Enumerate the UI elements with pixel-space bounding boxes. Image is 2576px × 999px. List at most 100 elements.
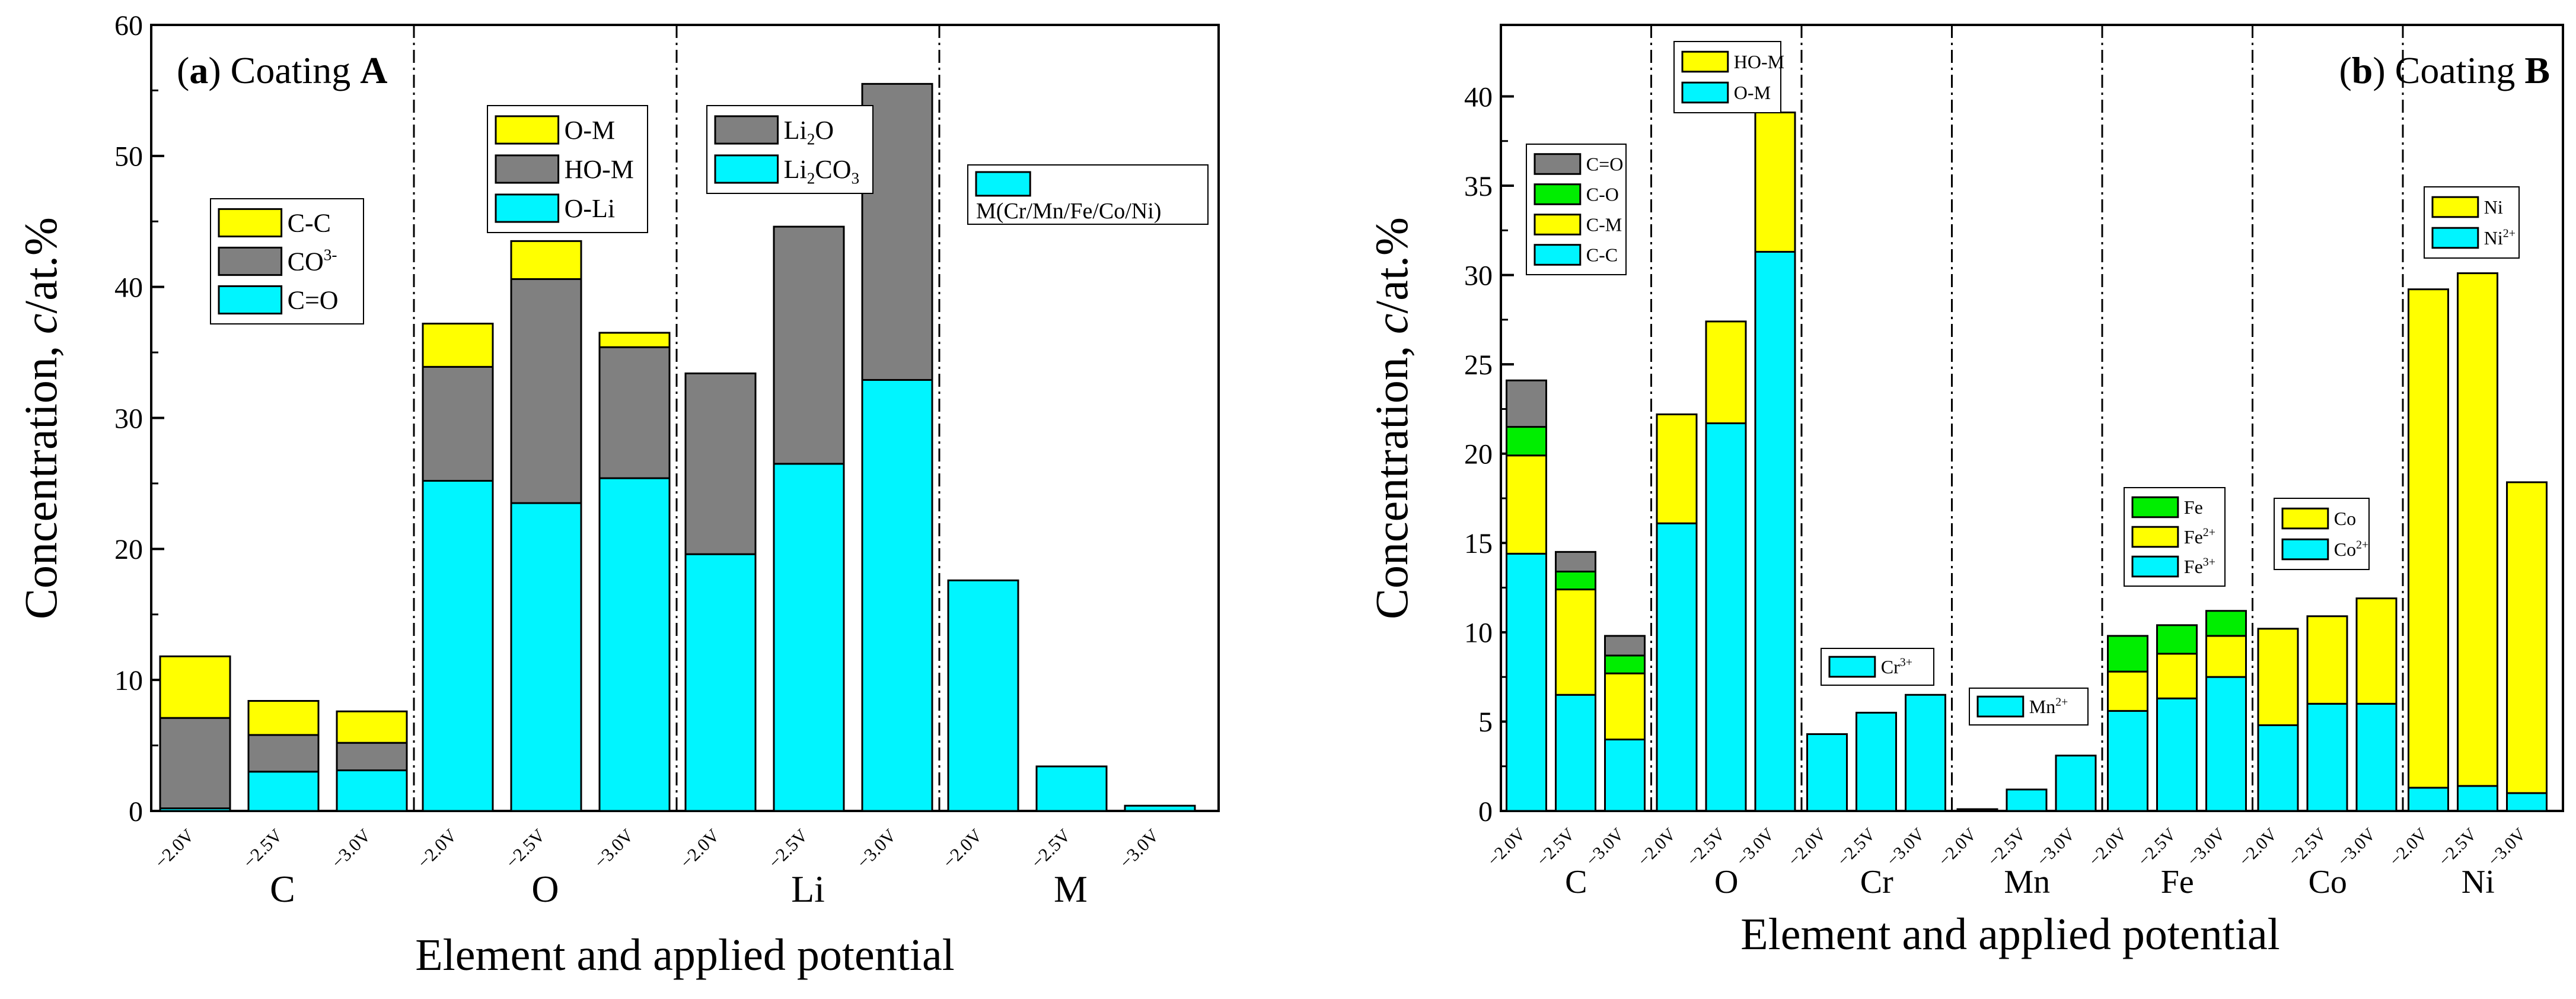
x-tick-label: −2.0V xyxy=(939,825,987,873)
legend-b-5: Co Co2+​ xyxy=(2274,498,2370,570)
category-label-co: Co xyxy=(2309,864,2347,901)
x-tick-label: −3.0V xyxy=(1115,825,1163,873)
y-tick-label: 40 xyxy=(114,272,143,303)
legend-label-c-c: C-C xyxy=(288,208,331,237)
legend-label-c-o: C=O xyxy=(1586,153,1624,174)
bar-b-o-1-ho-m xyxy=(1705,320,1747,425)
bar-b-cr-1-cr3 xyxy=(1856,711,1897,812)
x-tick-label: −2.5V xyxy=(239,825,287,873)
x-tick-label: −3.0V xyxy=(590,825,638,873)
panel-a-xlabel: Element and applied potential xyxy=(415,930,955,980)
bar-b-c-2-c-o xyxy=(1604,654,1646,675)
bar-b-c-1-c-m xyxy=(1555,588,1596,696)
bar-a-o-1-o-li xyxy=(510,502,582,812)
panel-a-ylabel: Concentration, c/at.% xyxy=(15,217,66,619)
x-tick-label: −2.0V xyxy=(2235,824,2281,870)
legend-label-mn2: Mn2+​ xyxy=(2029,696,2068,717)
y-tick-label: 50 xyxy=(114,141,143,173)
bar-b-c-2-c-o xyxy=(1604,635,1646,657)
x-tick-label: −2.0V xyxy=(151,825,199,873)
bar-a-c-1-c-c xyxy=(247,700,320,736)
bar-a-c-0-c-c xyxy=(159,655,231,719)
legend-label-m-cr-mn-fe-co-ni: M(Cr/Mn/Fe/Co/Ni) xyxy=(976,199,1161,224)
legend-swatch-ni xyxy=(2431,196,2479,218)
bar-b-co-2-co xyxy=(2355,597,2398,705)
bar-b-fe-1-fe2 xyxy=(2156,653,2198,699)
bar-a-li-1-li2o xyxy=(773,225,845,465)
bar-b-cr-2-cr3 xyxy=(1905,693,1946,812)
legend-swatch-fe2 xyxy=(2131,526,2179,548)
legend-b-2: Cr3+​ xyxy=(1821,648,1934,686)
y-tick-label: 25 xyxy=(1464,349,1493,381)
bar-b-c-1-c-o xyxy=(1555,570,1596,591)
legend-label-co2: Co2+​ xyxy=(2334,539,2368,560)
bar-b-fe-2-fe xyxy=(2205,610,2247,637)
legend-label-ni2: Ni2+​ xyxy=(2484,227,2516,249)
bar-b-c-0-c-m xyxy=(1506,454,1547,555)
bar-b-co-0-co2 xyxy=(2257,724,2299,812)
panel-b-xlabel: Element and applied potential xyxy=(1740,909,2280,959)
legend-label-li2o: Li2​O xyxy=(784,116,834,148)
bar-b-c-2-c-c xyxy=(1604,739,1646,812)
bar-a-m-1-m-cr-mn-fe-co-ni xyxy=(1035,765,1108,812)
bar-a-li-1-li2co3 xyxy=(773,463,845,812)
bar-b-mn-1-mn2 xyxy=(2006,788,2048,812)
legend-label-li2co3: Li2​CO3​ xyxy=(784,155,860,187)
bar-b-fe-0-fe2 xyxy=(2107,670,2148,712)
bar-b-mn-2-mn2 xyxy=(2055,755,2097,812)
bar-b-ni-2-ni2 xyxy=(2506,792,2548,812)
bar-b-fe-2-fe3 xyxy=(2205,676,2247,812)
legend-b-1: HO-M O-M xyxy=(1673,41,1784,113)
x-tick-label: −2.0V xyxy=(2085,824,2131,870)
legend-a-3: M(Cr/Mn/Fe/Co/Ni) xyxy=(967,164,1209,225)
legend-swatch-co2 xyxy=(2281,538,2329,561)
bar-b-ni-2-ni xyxy=(2506,481,2548,794)
x-tick-label: −3.0V xyxy=(327,825,375,873)
bar-b-ni-0-ni2 xyxy=(2408,787,2449,812)
legend-label-c-o: C=O xyxy=(288,285,339,314)
y-tick-label: 5 xyxy=(1478,707,1493,738)
bar-b-c-1-c-o xyxy=(1555,551,1596,572)
legend-swatch-c-c xyxy=(218,208,283,238)
bar-b-ni-1-ni2 xyxy=(2457,785,2498,812)
x-tick-label: −2.0V xyxy=(1484,824,1529,870)
legend-b-3: Mn2+​ xyxy=(1969,688,2089,726)
bar-b-o-0-ho-m xyxy=(1656,413,1698,524)
y-tick-label: 15 xyxy=(1464,528,1493,559)
y-tick-label: 30 xyxy=(1464,260,1493,291)
legend-label-o-li: O-Li xyxy=(565,194,616,223)
x-tick-label: −2.5V xyxy=(502,825,550,873)
bar-b-ni-1-ni xyxy=(2457,272,2498,787)
legend-label-ho-m: HO-M xyxy=(1734,51,1784,72)
bar-a-o-2-ho-m xyxy=(598,346,671,479)
bar-b-fe-1-fe xyxy=(2156,624,2198,655)
bar-b-fe-1-fe3 xyxy=(2156,697,2198,812)
bar-b-o-2-ho-m xyxy=(1754,112,1796,253)
bar-b-mn-0-mn2 xyxy=(1956,808,1998,812)
bar-a-o-1-o-m xyxy=(510,240,582,280)
bar-a-c-2-c-c xyxy=(336,710,408,744)
x-tick-label: −3.0V xyxy=(1582,824,1628,870)
legend-label-co3: CO3-​ xyxy=(288,246,337,276)
x-tick-label: −2.0V xyxy=(1634,824,1679,870)
legend-swatch-co xyxy=(2281,507,2329,530)
x-tick-label: −2.5V xyxy=(764,825,812,873)
legend-swatch-ho-m xyxy=(1681,50,1729,73)
bar-a-o-2-o-m xyxy=(598,332,671,348)
bar-b-fe-0-fe xyxy=(2107,635,2148,673)
category-label-o: O xyxy=(1714,864,1738,901)
category-label-mn: Mn xyxy=(2004,864,2050,901)
legend-swatch-cr3 xyxy=(1828,656,1876,678)
legend-swatch-ho-m xyxy=(495,154,560,184)
legend-swatch-c-o xyxy=(1534,153,1582,175)
bar-a-o-2-o-li xyxy=(598,477,671,812)
legend-swatch-c-c xyxy=(1534,244,1582,266)
y-tick-label: 0 xyxy=(1478,796,1493,828)
bar-a-c-2-c-o xyxy=(336,769,408,812)
bar-a-o-0-o-m xyxy=(422,323,494,368)
category-label-fe: Fe xyxy=(2161,864,2194,901)
